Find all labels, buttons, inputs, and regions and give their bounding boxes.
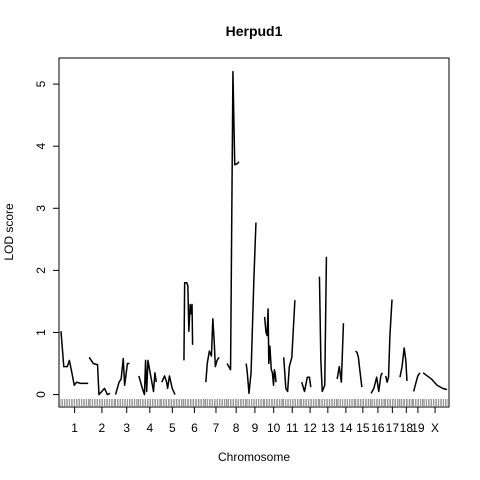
chromosome-label: 16 — [371, 421, 385, 435]
lod-curve-chr-4 — [138, 359, 158, 396]
chromosome-label: 1 — [71, 421, 78, 435]
marker-rug — [60, 399, 448, 406]
chromosome-label: 19 — [411, 421, 425, 435]
chromosome-label: 13 — [321, 421, 335, 435]
chromosome-label: 10 — [267, 421, 281, 435]
chromosome-label: 11 — [286, 421, 299, 435]
lod-curve-chr-2 — [88, 356, 111, 396]
chromosome-label: X — [431, 421, 439, 435]
chromosome-label: 9 — [252, 421, 259, 435]
lod-curve-chr-7 — [205, 318, 220, 383]
chromosome-label: 3 — [123, 421, 130, 435]
chromosome-label: 4 — [146, 421, 153, 435]
lod-curve-chr-15 — [355, 350, 363, 388]
lod-curve-chr-10 — [263, 308, 277, 387]
y-tick-label: 2 — [34, 267, 48, 274]
lod-curves — [60, 70, 448, 396]
lod-curve-chr-12 — [301, 376, 312, 393]
chromosome-label: 17 — [386, 421, 400, 435]
lod-curve-chr-16 — [370, 372, 383, 394]
chromosome-label: 2 — [99, 421, 106, 435]
chromosome-label: 15 — [356, 421, 370, 435]
lod-curve-chr-11 — [282, 300, 296, 393]
x-axis-label: Chromosome — [218, 450, 290, 464]
plot-frame — [58, 57, 450, 408]
y-tick-label: 4 — [34, 143, 48, 150]
lod-curve-chr-13 — [318, 256, 328, 393]
y-tick-label: 1 — [34, 329, 48, 336]
chromosome-label: 14 — [339, 421, 353, 435]
lod-curve-chr-1 — [60, 331, 89, 387]
lod-curve-chr-14 — [336, 323, 345, 383]
chart-title: Herpud1 — [226, 23, 283, 39]
lod-curve-chr-19 — [412, 372, 421, 392]
chromosome-label: 7 — [213, 421, 220, 435]
lod-curve-chr-9 — [245, 222, 257, 395]
lod-curve-chr-17 — [385, 299, 393, 383]
y-axis-label: LOD score — [2, 203, 16, 261]
y-tick-label: 0 — [34, 391, 48, 398]
y-axis: 0 1 2 3 4 5 — [34, 80, 59, 398]
lod-curve-chr-18 — [399, 347, 408, 381]
chromosome-label: 6 — [191, 421, 198, 435]
y-tick-label: 3 — [34, 205, 48, 212]
lod-curve-chr-6 — [183, 282, 194, 361]
lod-curve-chr-8 — [226, 70, 240, 371]
lod-curve-chr-X — [422, 372, 448, 391]
lod-curve-chr-5 — [161, 375, 176, 395]
chromosome-label: 12 — [303, 421, 317, 435]
chromosome-label: 18 — [400, 421, 414, 435]
chromosome-label: 8 — [233, 421, 240, 435]
y-tick-label: 5 — [34, 80, 48, 87]
lod-curve-chr-3 — [114, 357, 130, 395]
chromosome-label: 5 — [169, 421, 176, 435]
